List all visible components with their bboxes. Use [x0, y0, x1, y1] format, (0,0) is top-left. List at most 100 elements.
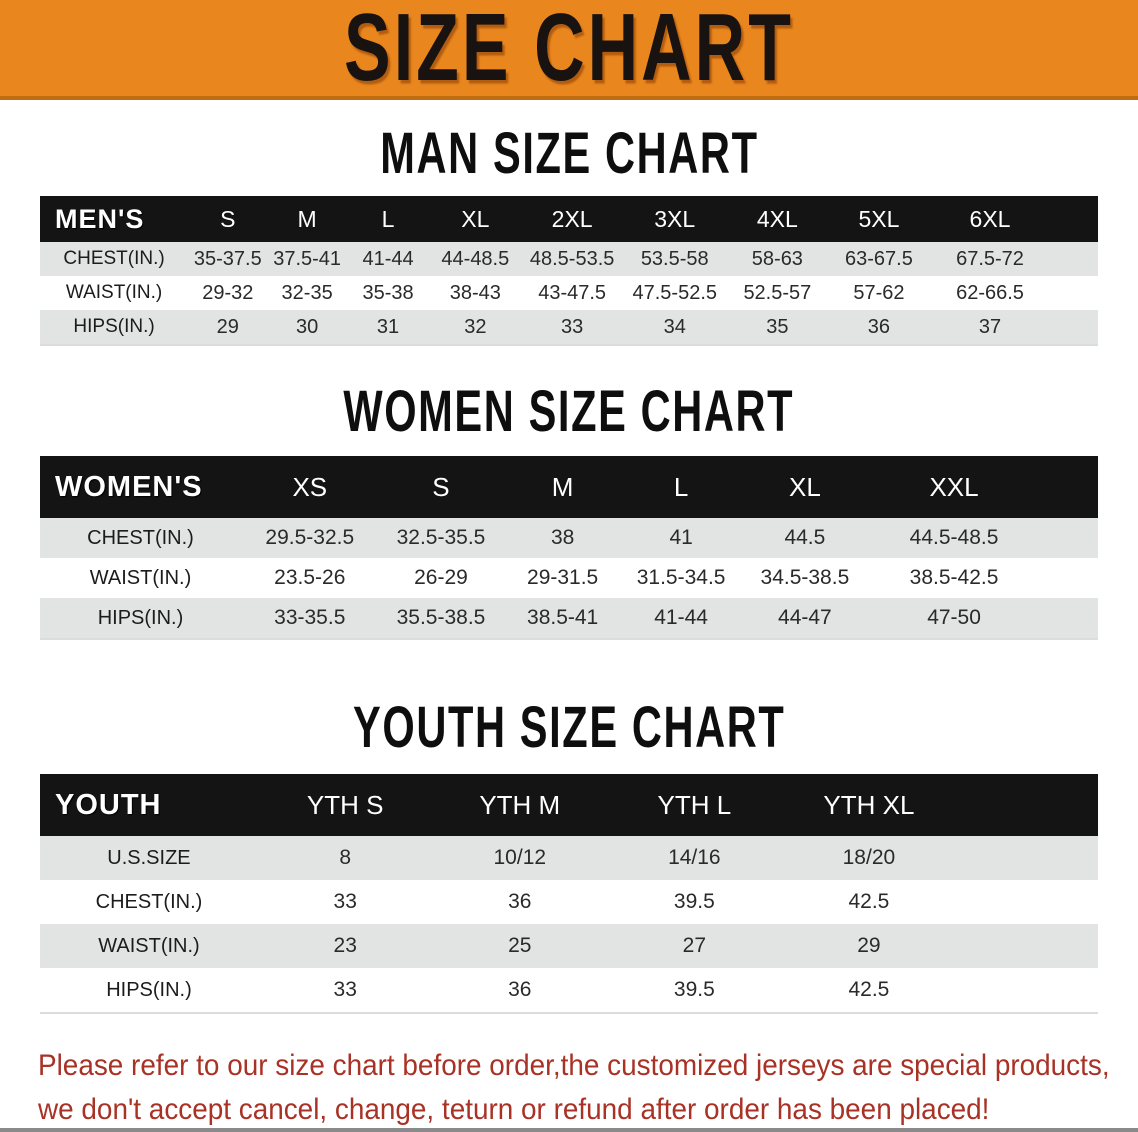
- column-header: XXL: [869, 456, 1039, 518]
- cell-spacer: [956, 836, 1098, 880]
- table-cell: 23.5-26: [241, 558, 379, 598]
- table-cell: 33: [521, 310, 623, 345]
- table-cell: 47-50: [869, 598, 1039, 639]
- table-cell: 34: [622, 310, 727, 345]
- table-row: CHEST(IN.) 35-37.5 37.5-41 41-44 44-48.5…: [40, 242, 1098, 276]
- table-cell: 33: [257, 880, 433, 924]
- men-header-row: MEN'S S M L XL 2XL 3XL 4XL 5XL 6XL: [40, 196, 1098, 242]
- table-row: WAIST(IN.) 29-32 32-35 35-38 38-43 43-47…: [40, 276, 1098, 310]
- cell-spacer: [1038, 518, 1098, 558]
- table-cell: 25: [432, 924, 608, 968]
- cell-spacer: [956, 968, 1098, 1013]
- table-cell: 39.5: [607, 880, 782, 924]
- youth-size-table: YOUTH YTH S YTH M YTH L YTH XL U.S.SIZE …: [40, 774, 1098, 1014]
- table-cell: 30: [267, 310, 347, 345]
- table-cell: 10/12: [432, 836, 608, 880]
- table-row: U.S.SIZE 8 10/12 14/16 18/20: [40, 836, 1098, 880]
- table-cell: 44.5: [740, 518, 870, 558]
- table-cell: 32.5-35.5: [378, 518, 504, 558]
- cell-spacer: [1038, 558, 1098, 598]
- men-heading: MAN SIZE CHART: [0, 125, 1138, 183]
- table-cell: 31: [346, 310, 430, 345]
- table-cell: 37: [929, 310, 1051, 345]
- youth-heading-text: YOUTH SIZE CHART: [352, 695, 786, 761]
- table-cell: 27: [607, 924, 782, 968]
- column-header: L: [346, 196, 430, 242]
- table-cell: 29.5-32.5: [241, 518, 379, 558]
- table-cell: 67.5-72: [929, 242, 1051, 276]
- header-spacer: [956, 774, 1098, 836]
- table-cell: 29: [188, 310, 268, 345]
- table-cell: 41-44: [621, 598, 741, 639]
- table-cell: 23: [257, 924, 433, 968]
- column-header: 2XL: [521, 196, 623, 242]
- women-heading-text: WOMEN SIZE CHART: [343, 379, 795, 445]
- table-cell: 35.5-38.5: [378, 598, 504, 639]
- column-header: YTH M: [432, 774, 608, 836]
- table-row: HIPS(IN.) 33 36 39.5 42.5: [40, 968, 1098, 1013]
- women-size-table: WOMEN'S XS S M L XL XXL CHEST(IN.) 29.5-…: [40, 456, 1098, 640]
- row-label: HIPS(IN.): [40, 598, 242, 639]
- table-cell: 18/20: [781, 836, 957, 880]
- table-cell: 36: [828, 310, 930, 345]
- bottom-edge-line: [0, 1128, 1138, 1132]
- cell-spacer: [1050, 310, 1098, 345]
- table-cell: 33-35.5: [241, 598, 379, 639]
- table-cell: 29: [781, 924, 957, 968]
- row-label: CHEST(IN.): [40, 880, 258, 924]
- women-section: WOMEN SIZE CHART WOMEN'S XS S M L XL XXL…: [0, 379, 1138, 640]
- cell-spacer: [1050, 276, 1098, 310]
- table-row: WAIST(IN.) 23.5-26 26-29 29-31.5 31.5-34…: [40, 558, 1098, 598]
- table-cell: 37.5-41: [267, 242, 347, 276]
- column-header: XL: [740, 456, 870, 518]
- column-header: XL: [429, 196, 522, 242]
- column-header: S: [188, 196, 268, 242]
- youth-header-row: YOUTH YTH S YTH M YTH L YTH XL: [40, 774, 1098, 836]
- header-spacer: [1038, 456, 1098, 518]
- table-cell: 52.5-57: [726, 276, 829, 310]
- column-header: M: [503, 456, 622, 518]
- table-cell: 43-47.5: [521, 276, 623, 310]
- table-cell: 32-35: [267, 276, 347, 310]
- table-cell: 31.5-34.5: [621, 558, 741, 598]
- men-section: MAN SIZE CHART MEN'S S M L XL 2XL 3XL 4X…: [0, 125, 1138, 346]
- women-header-row: WOMEN'S XS S M L XL XXL: [40, 456, 1098, 518]
- table-cell: 63-67.5: [828, 242, 930, 276]
- table-cell: 38.5-42.5: [869, 558, 1039, 598]
- table-cell: 41: [621, 518, 741, 558]
- header-spacer: [1050, 196, 1098, 242]
- row-label: WAIST(IN.): [40, 558, 242, 598]
- column-header: XS: [241, 456, 379, 518]
- table-row: HIPS(IN.) 29 30 31 32 33 34 35 36 37: [40, 310, 1098, 345]
- table-cell: 57-62: [828, 276, 930, 310]
- table-cell: 8: [257, 836, 433, 880]
- row-label: WAIST(IN.): [40, 276, 189, 310]
- banner: SIZE CHART: [0, 0, 1138, 100]
- table-row: WAIST(IN.) 23 25 27 29: [40, 924, 1098, 968]
- row-label: U.S.SIZE: [40, 836, 258, 880]
- table-cell: 36: [432, 968, 608, 1013]
- row-label: HIPS(IN.): [40, 310, 189, 345]
- men-corner-label: MEN'S: [40, 196, 189, 242]
- table-cell: 38-43: [429, 276, 522, 310]
- table-cell: 48.5-53.5: [521, 242, 623, 276]
- table-cell: 62-66.5: [929, 276, 1051, 310]
- column-header: 3XL: [622, 196, 727, 242]
- table-cell: 33: [257, 968, 433, 1013]
- table-cell: 42.5: [781, 880, 957, 924]
- table-cell: 47.5-52.5: [622, 276, 727, 310]
- youth-heading: YOUTH SIZE CHART: [0, 695, 1138, 761]
- row-label: HIPS(IN.): [40, 968, 258, 1013]
- women-heading: WOMEN SIZE CHART: [0, 379, 1138, 445]
- column-header: 4XL: [726, 196, 829, 242]
- column-header: YTH L: [607, 774, 782, 836]
- women-corner-label: WOMEN'S: [40, 456, 242, 518]
- cell-spacer: [956, 880, 1098, 924]
- column-header: YTH XL: [781, 774, 957, 836]
- table-cell: 32: [429, 310, 522, 345]
- men-size-table: MEN'S S M L XL 2XL 3XL 4XL 5XL 6XL CHEST…: [40, 196, 1098, 346]
- page-title: SIZE CHART: [344, 0, 794, 102]
- table-cell: 14/16: [607, 836, 782, 880]
- table-cell: 34.5-38.5: [740, 558, 870, 598]
- disclaimer: Please refer to our size chart before or…: [38, 1044, 1110, 1132]
